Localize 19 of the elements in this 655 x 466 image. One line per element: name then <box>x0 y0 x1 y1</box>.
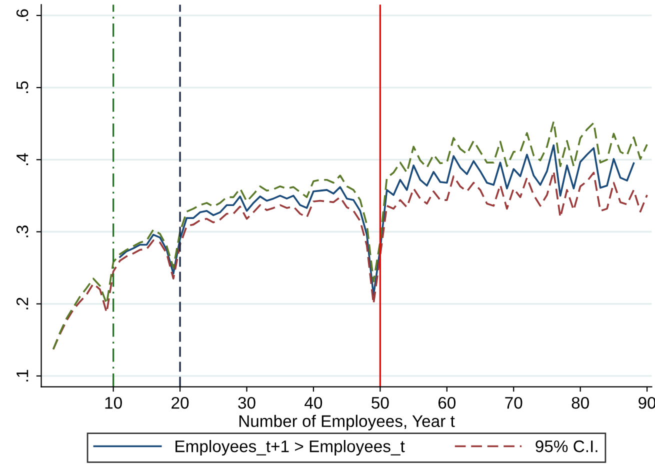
legend-label: 95% C.I. <box>536 440 598 452</box>
y-tick-label: .3 <box>16 226 28 238</box>
y-tick-label: .1 <box>16 370 28 382</box>
x-tick-label: 70 <box>505 396 522 409</box>
x-tick-label: 20 <box>172 396 189 409</box>
x-tick-label: 50 <box>372 396 389 409</box>
y-tick-label: .6 <box>16 9 28 21</box>
x-tick-label: 80 <box>572 396 589 409</box>
x-tick-label: 40 <box>304 396 322 409</box>
x-tick-label: 60 <box>438 396 456 409</box>
x-axis-title: Number of Employees, Year t <box>239 414 455 430</box>
y-tick-label: .4 <box>16 153 28 166</box>
y-tick-label: .2 <box>16 298 28 310</box>
x-tick-label: 30 <box>238 396 256 409</box>
line-series <box>119 144 635 296</box>
y-tick-label: .5 <box>16 81 28 93</box>
x-tick-label: 10 <box>105 396 122 409</box>
legend-label: Employees_t+1 > Employees_t <box>176 440 405 456</box>
line-series <box>52 120 648 350</box>
